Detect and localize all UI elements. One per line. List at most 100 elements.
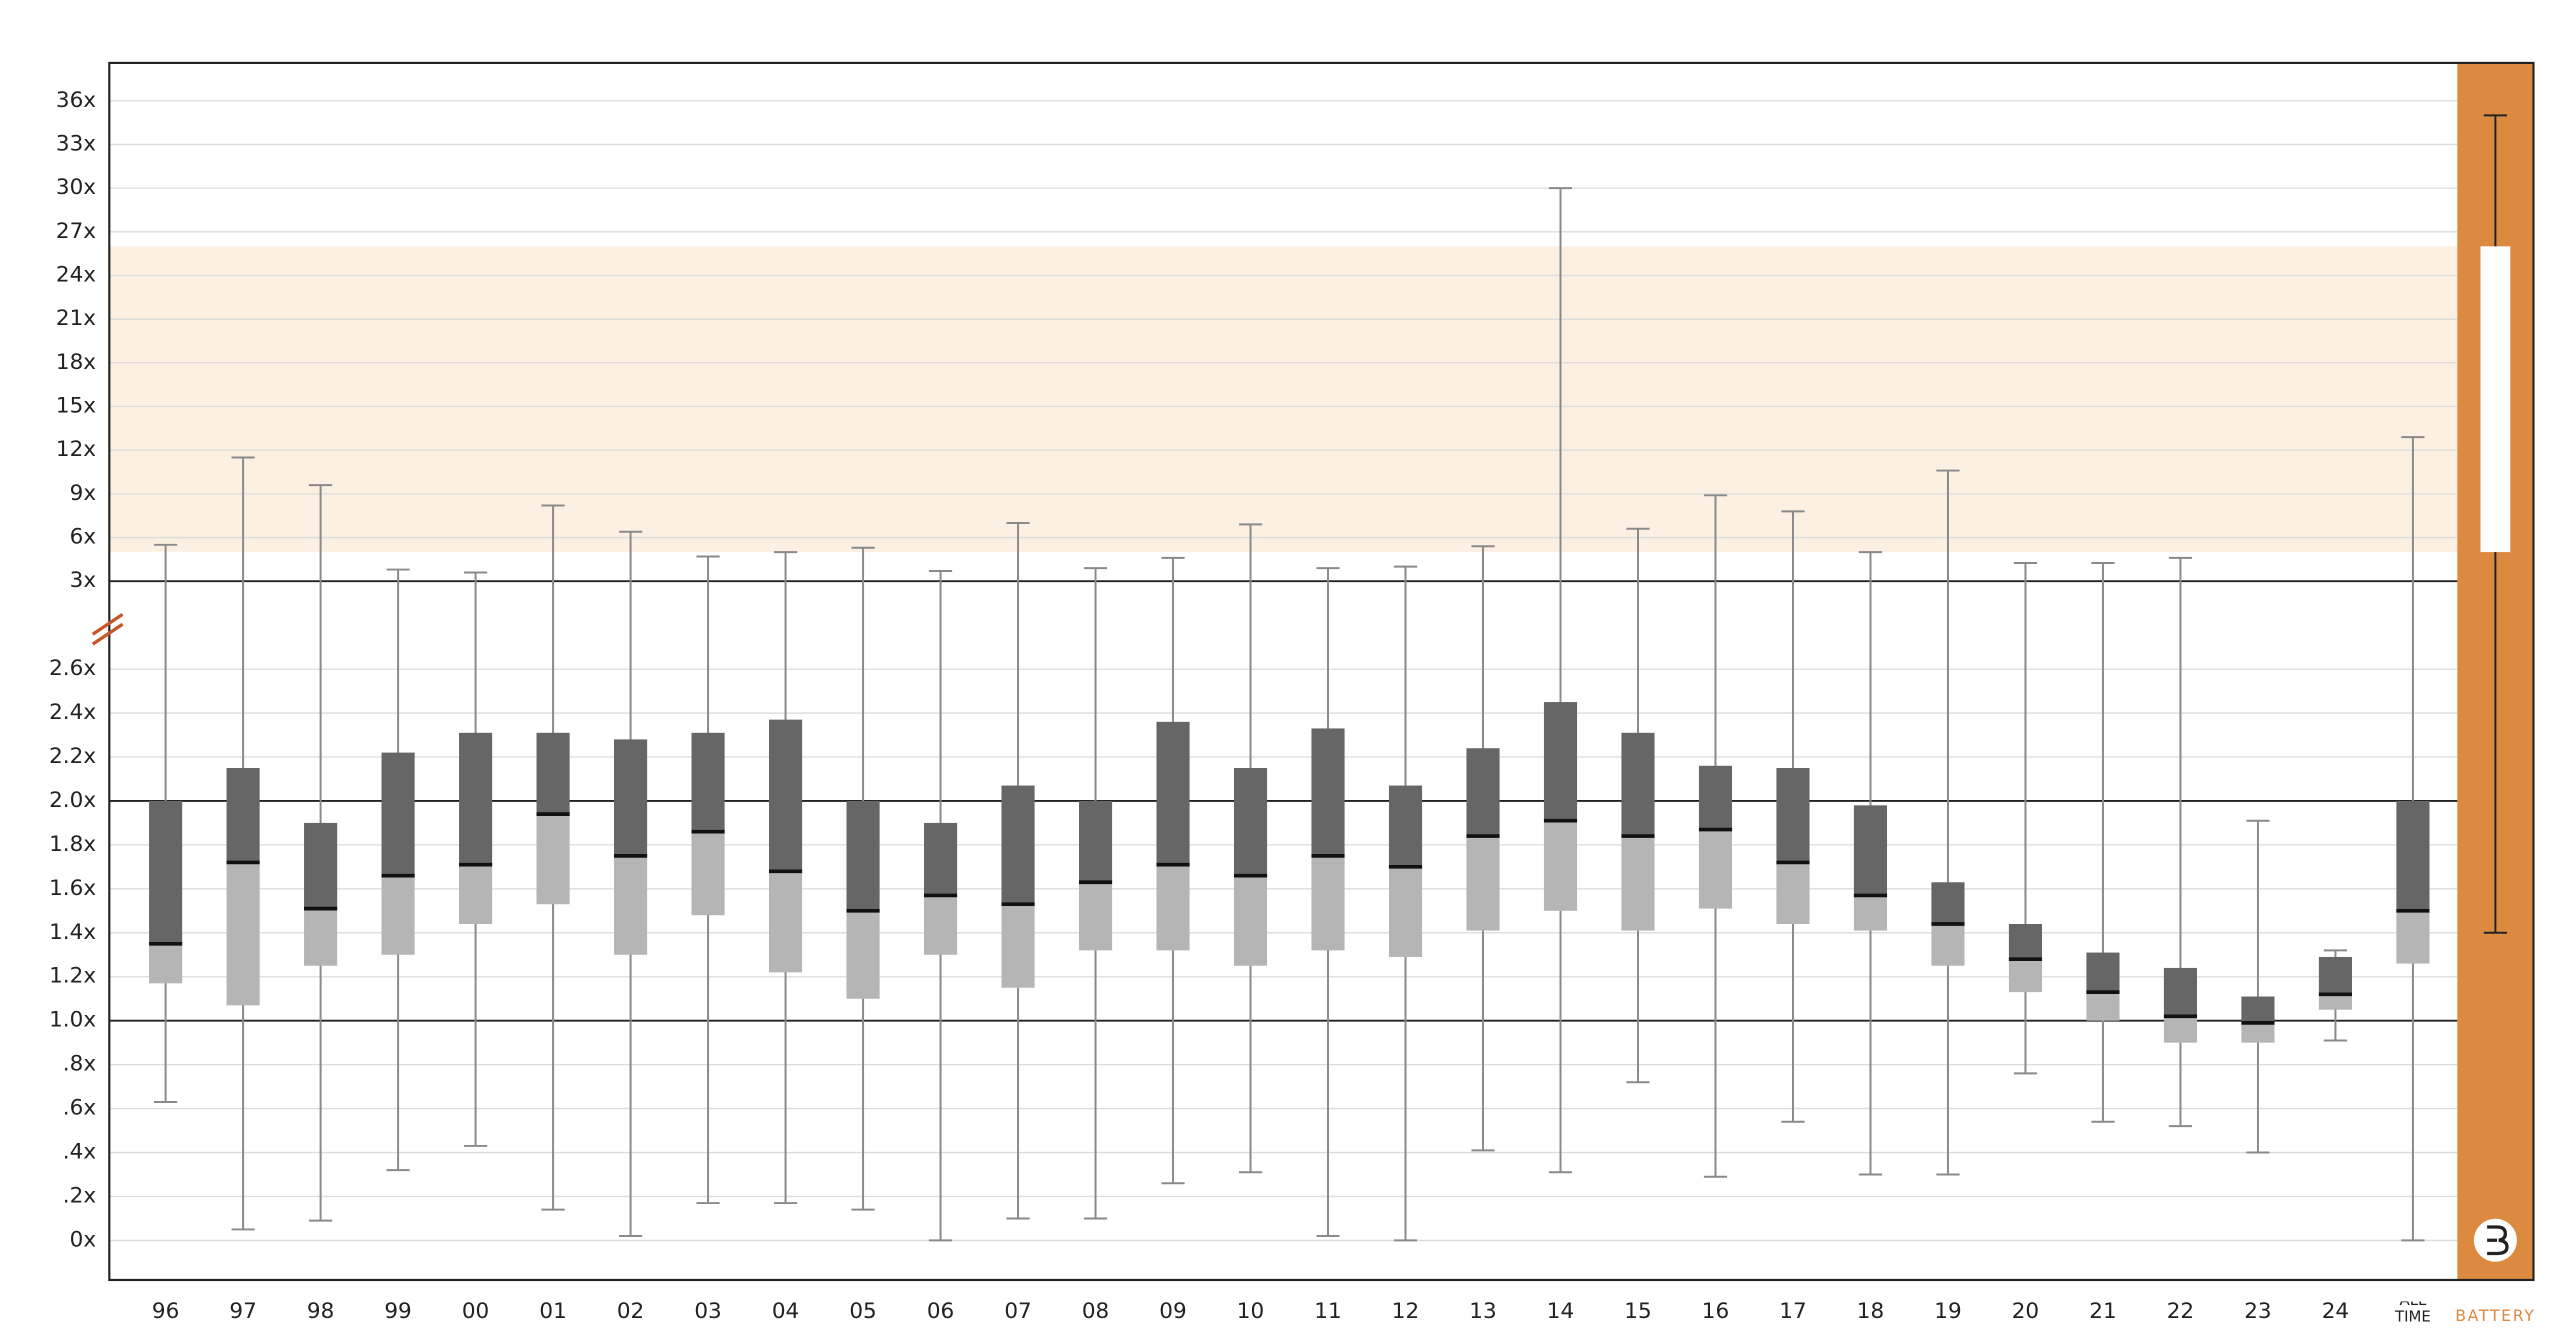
y-tick-label: 27x bbox=[56, 219, 96, 244]
box-upper bbox=[1776, 767, 1810, 863]
box-upper bbox=[2086, 952, 2120, 993]
box-upper bbox=[1233, 767, 1268, 876]
box-upper bbox=[923, 822, 958, 896]
box-lower bbox=[2396, 910, 2430, 964]
box-lower bbox=[1621, 836, 1655, 931]
box-lower bbox=[381, 875, 415, 955]
box-upper bbox=[2396, 800, 2430, 911]
x-tick-label: 21 bbox=[2089, 1301, 2117, 1325]
box-upper bbox=[1078, 800, 1113, 883]
x-tick-label-box: 23 bbox=[2244, 1301, 2272, 1325]
y-tick-label: 2.6x bbox=[49, 656, 96, 681]
box-upper bbox=[1931, 882, 1965, 924]
box-upper bbox=[381, 752, 415, 876]
box-upper bbox=[1698, 765, 1733, 830]
x-tick-label-box: 13 bbox=[1469, 1302, 1496, 1324]
x-tick-label: 08 bbox=[1081, 1301, 1110, 1325]
y-tick-label: 2.2x bbox=[49, 744, 96, 769]
y-tick-label: .8x bbox=[63, 1052, 97, 1077]
x-tick-label-box: 10 bbox=[1236, 1301, 1265, 1325]
x-tick-label: 11 bbox=[1314, 1301, 1342, 1325]
box-lower bbox=[923, 895, 958, 955]
box-lower bbox=[1001, 904, 1035, 988]
x-tick-label: 05 bbox=[849, 1301, 877, 1325]
box-lower bbox=[149, 943, 183, 984]
box-lower bbox=[2163, 1016, 2198, 1043]
x-tick-label: 07 bbox=[1004, 1301, 1032, 1325]
box-upper bbox=[691, 732, 725, 832]
box-lower bbox=[304, 908, 338, 966]
battery-logo bbox=[2473, 1218, 2517, 1262]
y-tick-label: 1.2x bbox=[49, 964, 96, 989]
break-slash bbox=[91, 612, 124, 636]
box-upper bbox=[2241, 996, 2275, 1023]
y-tick-label: 18x bbox=[56, 350, 96, 375]
x-tick-label-box: 99 bbox=[384, 1302, 411, 1324]
x-tick-label-box: 01 bbox=[539, 1301, 567, 1325]
box-upper bbox=[1311, 728, 1345, 856]
box-lower bbox=[614, 855, 648, 955]
x-tick-label: 98 bbox=[306, 1301, 335, 1325]
y-tick-label: 9x bbox=[70, 481, 97, 506]
box-lower bbox=[2318, 994, 2352, 1010]
box-lower bbox=[1698, 829, 1733, 909]
y-tick-label: .2x bbox=[63, 1183, 97, 1208]
y-tick-label: 1.4x bbox=[49, 920, 96, 945]
x-tick-label-box: 20 bbox=[2011, 1301, 2040, 1325]
x-tick-label-box: 21 bbox=[2089, 1301, 2117, 1325]
x-tick-label-box: 00 bbox=[461, 1301, 490, 1325]
box-lower bbox=[1931, 923, 1965, 966]
box-lower bbox=[1233, 875, 1268, 966]
x-tick-label-box: 97 bbox=[229, 1302, 256, 1324]
x-tick-label: 00 bbox=[461, 1301, 490, 1325]
battery-box bbox=[2480, 246, 2511, 553]
highlight-band bbox=[109, 246, 2458, 553]
x-tick-label-box: 22 bbox=[2166, 1301, 2195, 1325]
x-tick-label: 19 bbox=[1934, 1301, 1962, 1325]
x-tick-label: 10 bbox=[1236, 1301, 1265, 1325]
y-tick-label: 36x bbox=[56, 88, 96, 113]
box-lower bbox=[536, 814, 570, 905]
box-lower bbox=[1388, 866, 1423, 957]
x-tick-label: 06 bbox=[926, 1301, 955, 1325]
y-tick-label: 0x bbox=[70, 1227, 97, 1252]
x-tick-label: 96 bbox=[151, 1301, 180, 1325]
box-lower bbox=[1466, 836, 1500, 931]
box-lower bbox=[846, 910, 880, 999]
x-tick-label: 09 bbox=[1159, 1301, 1187, 1325]
x-tick-label-box: 03 bbox=[694, 1301, 722, 1325]
box-lower bbox=[459, 864, 493, 924]
box-upper bbox=[769, 719, 803, 872]
x-tick-label: 23 bbox=[2244, 1301, 2272, 1325]
x-tick-label: 03 bbox=[694, 1301, 722, 1325]
box-lower bbox=[2086, 992, 2120, 1021]
y-tick-label: .6x bbox=[63, 1096, 97, 1121]
y-tick-label: 6x bbox=[70, 525, 97, 550]
x-tick-label: 22 bbox=[2166, 1301, 2195, 1325]
box-lower bbox=[1776, 862, 1810, 924]
box-upper bbox=[846, 800, 880, 911]
x-tick-label-box: 19 bbox=[1934, 1301, 1962, 1325]
x-tick-label-box: 14 bbox=[1546, 1301, 1575, 1325]
y-tick-label: .4x bbox=[63, 1140, 97, 1165]
box-upper bbox=[149, 800, 183, 944]
x-tick-label: 14 bbox=[1546, 1301, 1575, 1325]
box-upper bbox=[614, 739, 648, 856]
x-tick-label-box: 02 bbox=[617, 1302, 644, 1324]
x-tick-label: 18 bbox=[1856, 1301, 1885, 1325]
x-tick-label-box: 06 bbox=[926, 1301, 955, 1325]
logo-letter bbox=[2487, 1225, 2509, 1256]
y-tick-label: 24x bbox=[56, 262, 96, 287]
y-tick-label: 33x bbox=[56, 131, 96, 156]
box-upper bbox=[2008, 923, 2043, 960]
x-tick-label-box: 24 bbox=[2321, 1301, 2350, 1325]
x-tick-label: 01 bbox=[539, 1301, 567, 1325]
box-upper bbox=[1001, 785, 1035, 905]
box-upper bbox=[1543, 702, 1578, 821]
x-tick-label: 24 bbox=[2321, 1301, 2350, 1325]
x-tick-label: 16 bbox=[1701, 1301, 1730, 1325]
grid-layer: 0x .2x .4x .6x .8x 1.0x 1.2x 1.4x 1.6x 1.8x 2.0x 2.… bbox=[49, 88, 2458, 1252]
x-tick-label: 20 bbox=[2011, 1301, 2040, 1325]
